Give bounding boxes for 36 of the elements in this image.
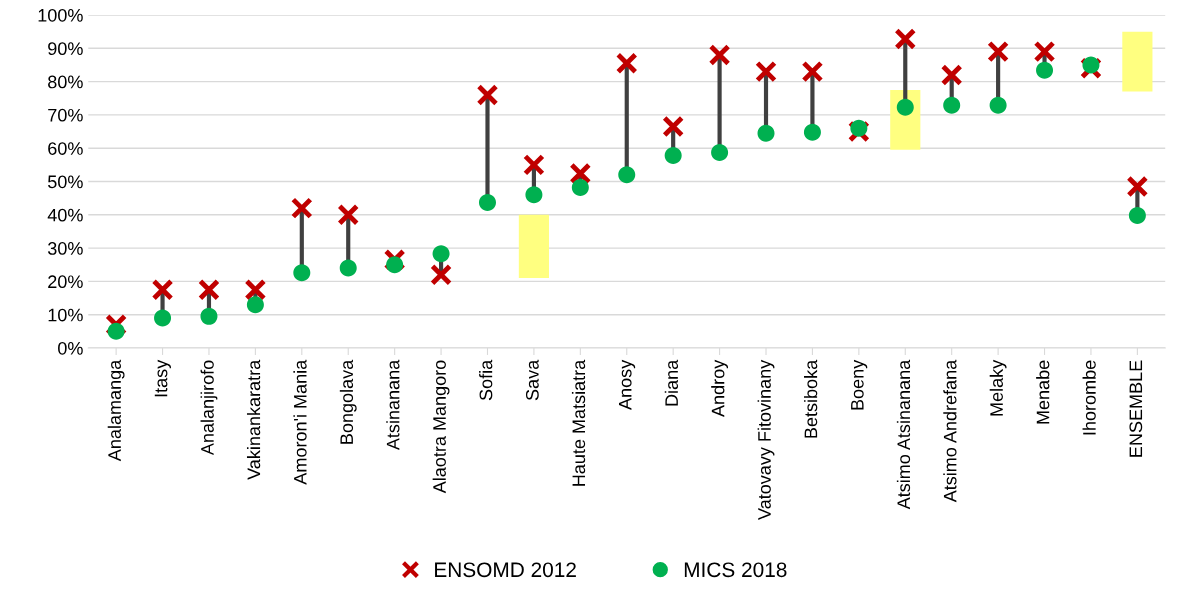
x-tick-label: Atsinanana — [386, 359, 400, 451]
x-tick-label: Haute Matsiatra — [571, 359, 586, 486]
x-tick-label: Atsimo Atsinanana — [896, 359, 911, 510]
x-tick-label: Analamanga — [107, 359, 125, 462]
y-tick-label: 40% — [47, 208, 83, 222]
x-tick-label: Boeny — [851, 359, 868, 410]
x-tick-label: Diana — [664, 359, 679, 406]
x-tick-label: ENSEMBLE — [1129, 360, 1143, 457]
y-tick-label: 20% — [48, 275, 83, 289]
x-tick-label: Vakinankaratra — [246, 359, 261, 480]
legend-label: ENSOMD 2012 — [435, 562, 576, 578]
x-tick-label: Amoron'i Mania — [293, 359, 307, 485]
y-tick-label: 90% — [48, 42, 83, 56]
x-tick-label: Androy — [711, 359, 729, 417]
y-tick-label: 80% — [48, 75, 83, 89]
y-tick-label: 30% — [47, 242, 83, 255]
x-tick-label: Melaky — [989, 359, 1007, 416]
y-tick-label: 70% — [48, 108, 83, 122]
x-tick-label: Ihorombe — [1082, 360, 1096, 435]
legend-label: MICS 2018 — [684, 562, 787, 578]
x-tick-label: Sofia — [479, 359, 493, 401]
x-tick-label: Analanjirofo — [200, 360, 218, 456]
y-tick-label: 0% — [58, 341, 83, 355]
x-tick-label: Vatovavy Fitovinany — [757, 359, 775, 520]
x-tick-label: Itasy — [154, 359, 171, 397]
x-tick-label: Alaotra Mangoro — [432, 360, 450, 494]
y-tick-label: 60% — [48, 142, 83, 155]
x-tick-label: Atsimo Andrefana — [943, 359, 957, 503]
x-tick-label: Menabe — [1036, 360, 1050, 424]
y-tick-label: 10% — [48, 308, 83, 322]
x-tick-label: Anosy — [619, 359, 636, 410]
y-tick-label: 50% — [48, 175, 83, 189]
y-tick-label: 100% — [38, 8, 83, 22]
x-tick-label: Betsiboka — [804, 359, 818, 438]
x-tick-label: Bongolava — [339, 359, 357, 444]
x-tick-label: Sava — [525, 359, 539, 401]
